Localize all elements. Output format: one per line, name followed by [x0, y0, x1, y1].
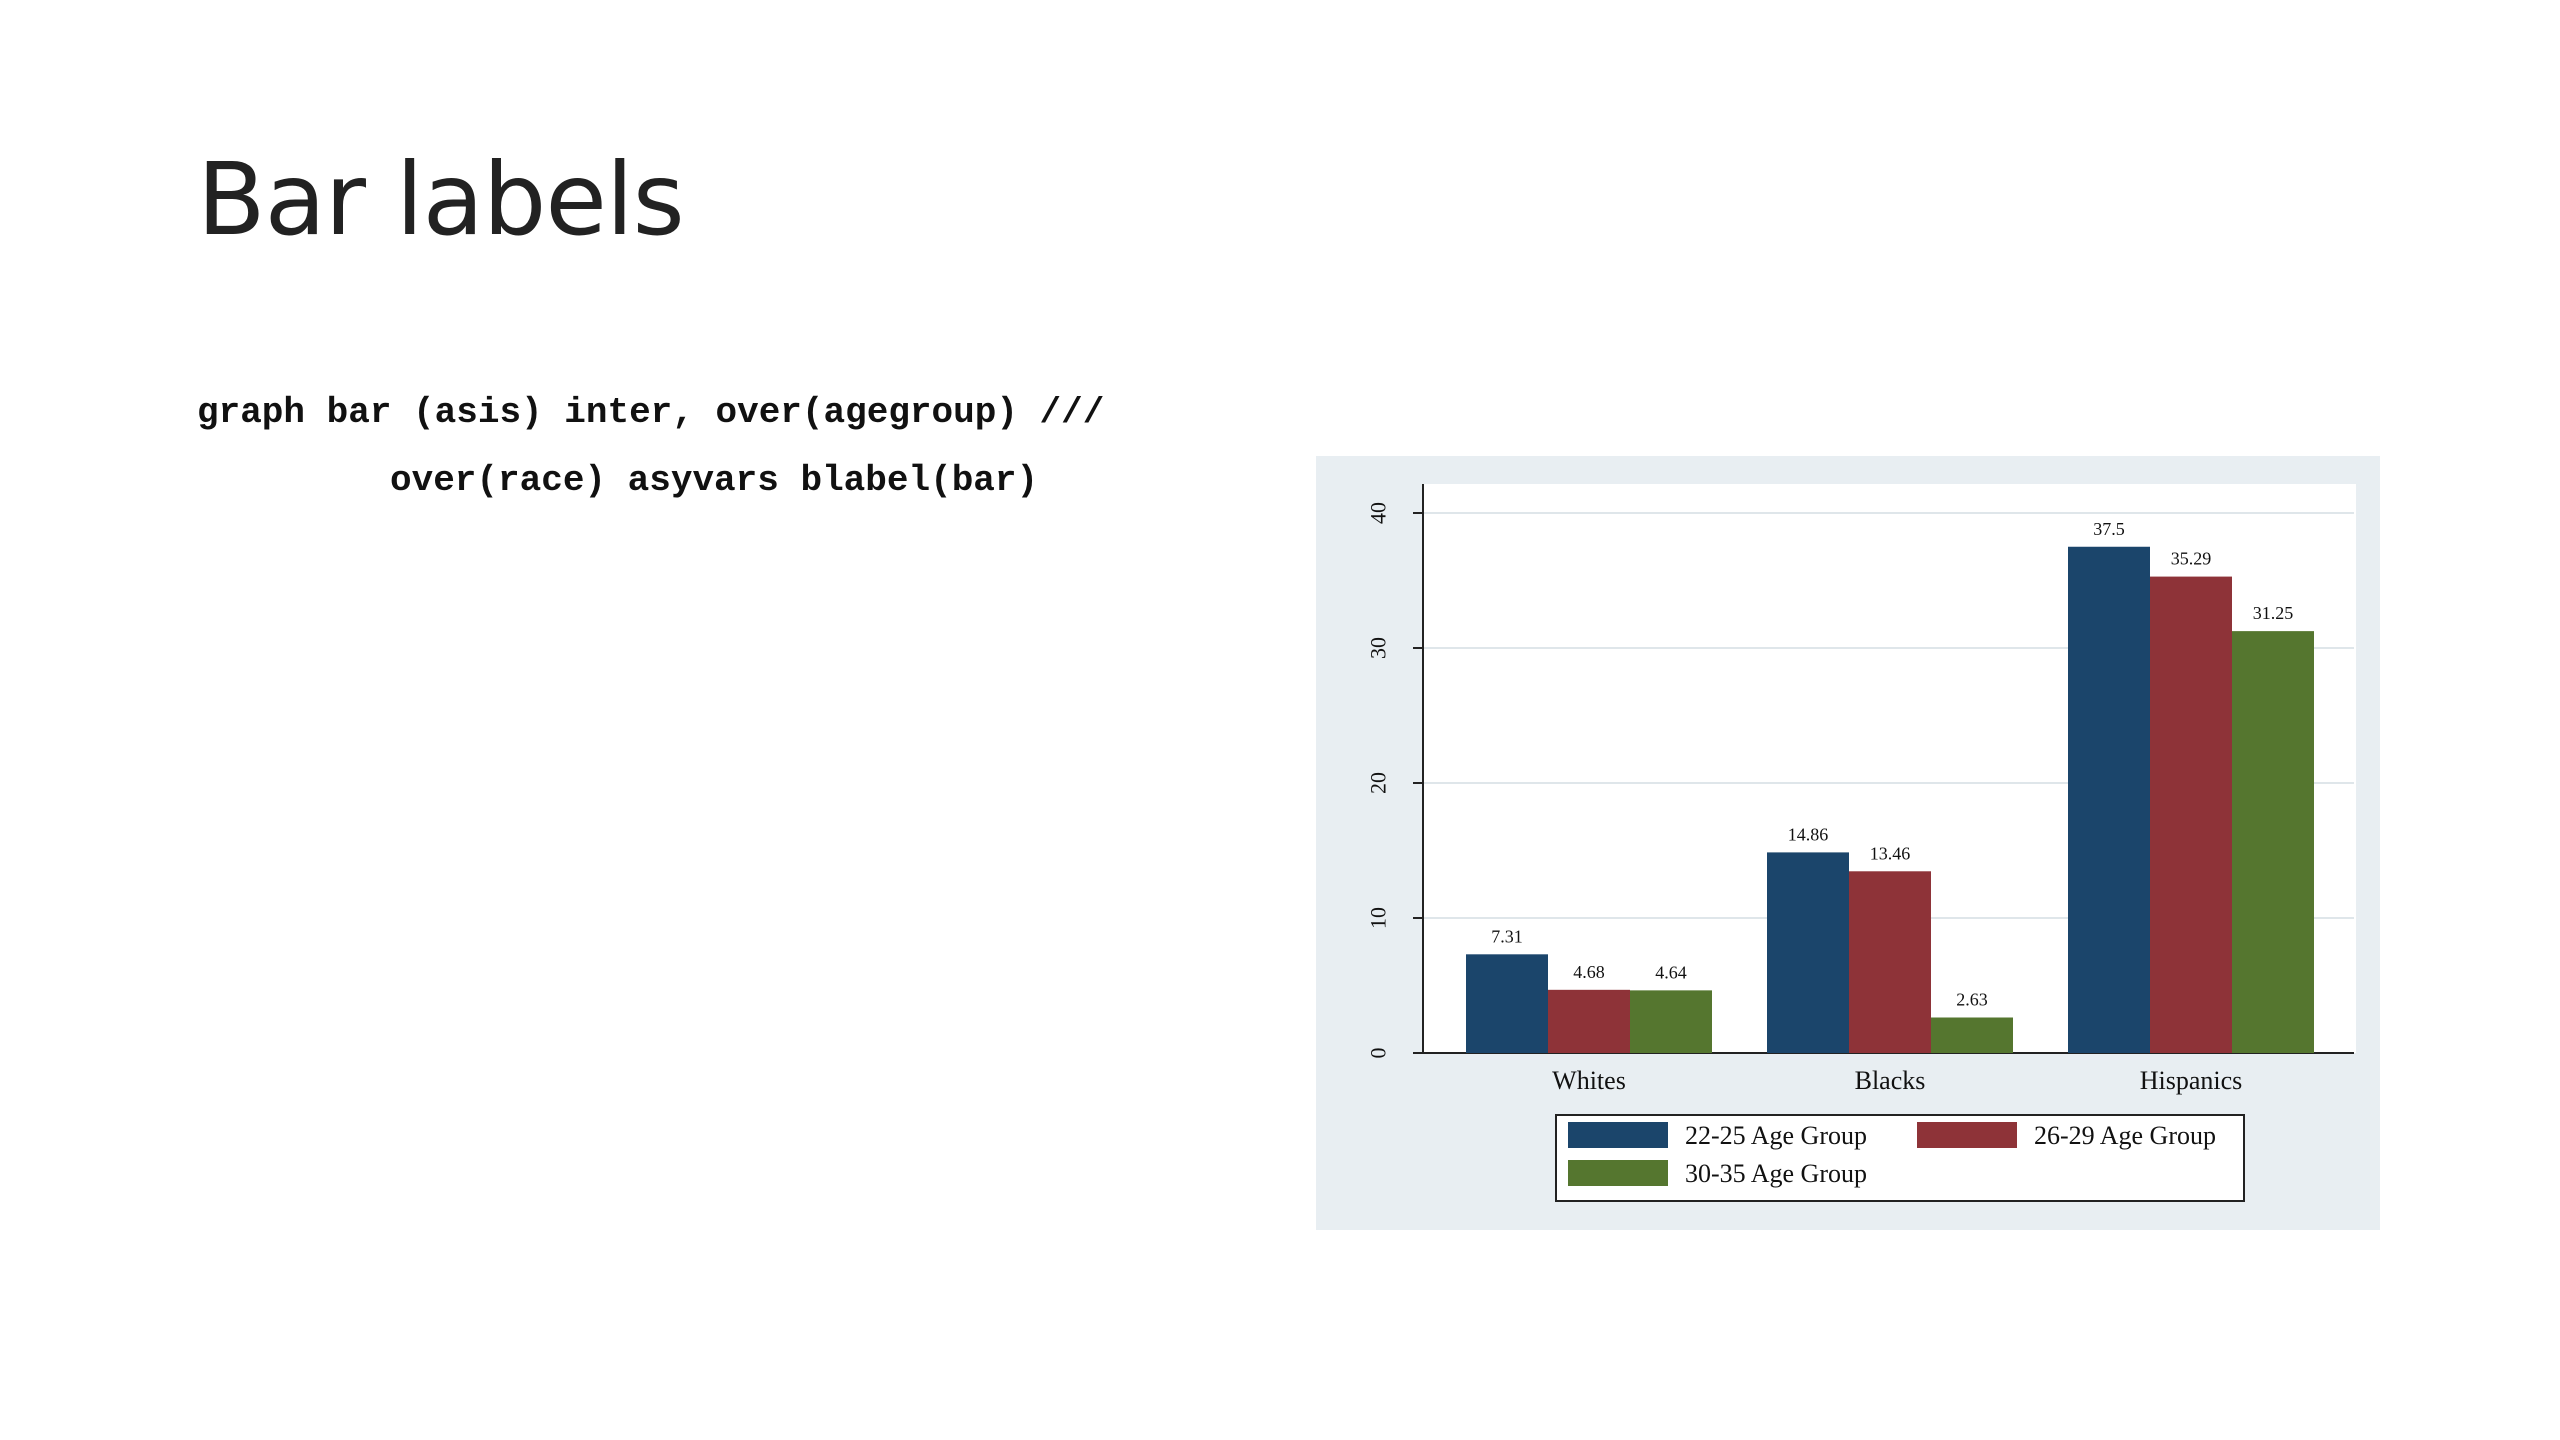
bar: [2068, 546, 2150, 1053]
slide-title: Bar labels: [197, 141, 685, 258]
code-line: over(race) asyvars blabel(bar): [390, 460, 1039, 501]
bar-value-label: 7.31: [1491, 926, 1523, 946]
bar: [1466, 954, 1548, 1053]
chart-panel: 0 10 20 30 40 7.31 4.68 4.64 Whites 14.86 13.46 2.6…: [1316, 456, 2380, 1230]
legend-label: 30-35 Age Group: [1685, 1159, 1867, 1188]
bar-value-label: 2.63: [1956, 989, 1988, 1009]
bar: [2150, 576, 2232, 1053]
bar: [2232, 631, 2314, 1053]
bar: [1767, 852, 1849, 1053]
category-label: Blacks: [1855, 1066, 1926, 1095]
bar-value-label: 4.68: [1573, 962, 1605, 982]
bar-value-label: 35.29: [2171, 549, 2212, 569]
y-tick-label: 30: [1366, 637, 1391, 659]
bar: [1630, 990, 1712, 1053]
bar-value-label: 31.25: [2253, 603, 2294, 623]
y-tick-label: 10: [1366, 907, 1391, 929]
y-tick-label: 20: [1366, 772, 1391, 794]
legend-swatch: [1917, 1122, 2017, 1148]
bar: [1931, 1017, 2013, 1053]
bar: [1849, 871, 1931, 1053]
bar-value-label: 13.46: [1870, 843, 1911, 863]
y-tick-label: 40: [1366, 502, 1391, 524]
legend-swatch: [1568, 1122, 1668, 1148]
legend-label: 26-29 Age Group: [2034, 1121, 2216, 1150]
bar-value-label: 4.64: [1655, 962, 1687, 982]
code-line: graph bar (asis) inter, over(agegroup) /…: [197, 392, 1105, 433]
bar-chart: 0 10 20 30 40 7.31 4.68 4.64 Whites 14.86 13.46 2.6…: [1366, 484, 2356, 1202]
legend-box: [1555, 1114, 2245, 1202]
y-tick-label: 0: [1366, 1048, 1391, 1059]
legend-label: 22-25 Age Group: [1685, 1121, 1867, 1150]
category-label: Hispanics: [2140, 1066, 2243, 1095]
bar-value-label: 37.5: [2093, 519, 2125, 539]
category-label: Whites: [1552, 1066, 1626, 1095]
bar: [1548, 989, 1630, 1053]
bar-value-label: 14.86: [1788, 824, 1829, 844]
legend-swatch: [1568, 1160, 1668, 1186]
